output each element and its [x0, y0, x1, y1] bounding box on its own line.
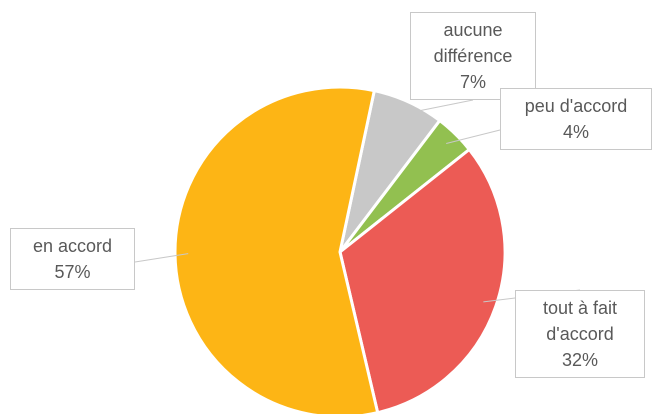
category-label: en accord: [32, 236, 113, 256]
category-label: aucune différence: [433, 20, 513, 66]
value-label: 7%: [459, 72, 486, 92]
data-label: tout à fait d'accord 32%: [515, 290, 645, 378]
leader-line: [446, 129, 501, 145]
value-label: 57%: [54, 262, 91, 282]
category-label: tout à fait d'accord: [542, 298, 618, 344]
leader-line: [403, 99, 474, 115]
value-label: 4%: [562, 122, 589, 142]
data-label: aucune différence 7%: [410, 12, 536, 100]
category-label: peu d'accord: [524, 96, 628, 116]
pie-slice: [338, 147, 507, 414]
data-label: en accord 57%: [10, 228, 135, 290]
leader-line: [134, 253, 189, 263]
pie-slice: [173, 85, 380, 414]
data-label: peu d'accord 4%: [500, 88, 652, 150]
value-label: 32%: [561, 350, 599, 370]
